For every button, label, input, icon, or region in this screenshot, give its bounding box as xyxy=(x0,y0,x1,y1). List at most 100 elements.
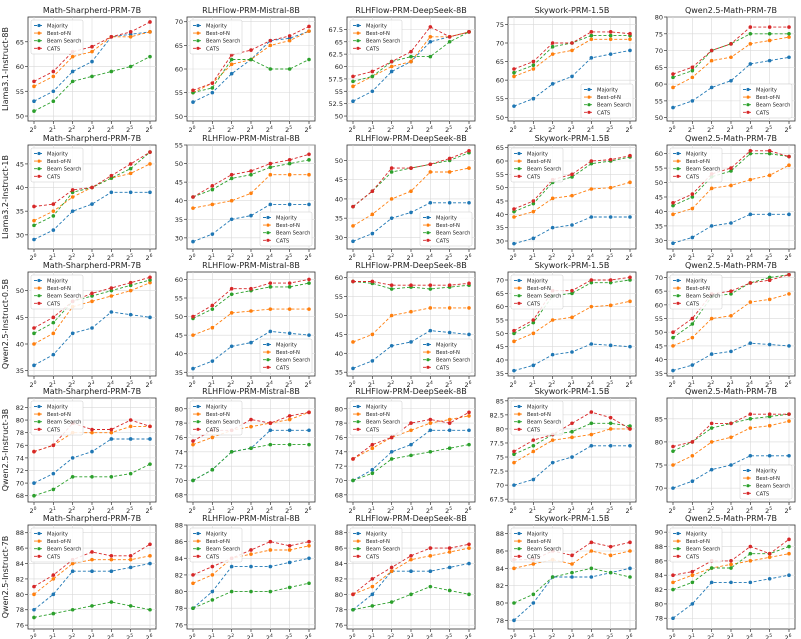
y-tick-label: 72 xyxy=(335,463,343,471)
data-point xyxy=(729,169,733,173)
legend-marker xyxy=(37,278,41,283)
data-point xyxy=(128,171,133,176)
legend-label: Majority xyxy=(527,279,548,285)
data-point xyxy=(229,172,234,177)
legend-label: CATS xyxy=(47,427,60,433)
data-point xyxy=(210,202,215,207)
data-point xyxy=(748,31,753,36)
y-tick-label: 76 xyxy=(335,434,343,442)
y-tick-label: 55 xyxy=(175,142,183,150)
data-point xyxy=(512,368,516,373)
data-point xyxy=(589,432,594,437)
data-point xyxy=(268,421,273,425)
legend-label: Majority xyxy=(686,532,707,538)
data-point xyxy=(32,449,36,454)
data-point xyxy=(767,342,772,347)
data-point xyxy=(389,197,394,201)
y-tick-label: 82 xyxy=(335,575,343,583)
x-tick-label: 24 xyxy=(107,125,114,134)
data-point xyxy=(51,611,56,616)
x-tick-label: 24 xyxy=(587,125,594,134)
data-point xyxy=(608,421,613,426)
y-tick-label: 75 xyxy=(655,462,663,470)
legend-marker xyxy=(676,159,680,163)
data-point xyxy=(531,318,536,322)
y-tick-label: 80 xyxy=(16,417,24,425)
legend-marker xyxy=(266,231,270,235)
data-point xyxy=(109,190,114,195)
legend-marker xyxy=(266,223,270,227)
data-point xyxy=(671,580,675,585)
legend-label: Best-of-N xyxy=(47,539,71,545)
legend-label: Best-of-N xyxy=(597,95,621,101)
data-point xyxy=(428,35,433,39)
legend-label: Best-of-N xyxy=(436,350,460,356)
data-point xyxy=(148,278,152,282)
data-point xyxy=(570,41,574,45)
y-tick-label: 67.5 xyxy=(490,496,504,504)
data-point xyxy=(389,569,394,574)
data-point xyxy=(628,278,632,282)
data-point xyxy=(351,239,355,244)
legend-marker xyxy=(676,167,680,171)
x-tick-label: 26 xyxy=(625,633,632,639)
y-tick-label: 70 xyxy=(655,274,663,282)
data-point xyxy=(729,435,733,440)
y-tick-label: 86 xyxy=(175,538,183,546)
data-point xyxy=(671,330,675,335)
y-tick-label: 82.5 xyxy=(490,411,504,419)
subplot-17: 68 70 72 74 76 78 80 20 21 22 23 24 25 26 RLHFlow-PRM-… xyxy=(335,387,476,515)
data-point xyxy=(570,48,574,53)
y-tick-label: 68 xyxy=(335,491,343,499)
data-point xyxy=(608,443,613,448)
data-point xyxy=(671,616,675,621)
x-tick-label: 26 xyxy=(784,380,791,389)
data-point xyxy=(608,303,613,308)
data-point xyxy=(370,69,375,74)
legend-marker xyxy=(356,427,360,431)
legend-label: Beam Search xyxy=(206,39,240,45)
data-point xyxy=(51,592,56,597)
data-point xyxy=(287,414,292,418)
data-point xyxy=(229,286,234,291)
data-point xyxy=(787,551,791,556)
data-point xyxy=(428,546,433,550)
legend-box xyxy=(189,400,243,436)
data-point xyxy=(512,483,516,487)
legend-marker xyxy=(37,301,41,305)
data-point xyxy=(531,438,536,442)
legend-box xyxy=(580,83,634,119)
data-point xyxy=(32,363,36,368)
data-point xyxy=(409,428,413,433)
subplot-9: 30 35 40 45 50 55 60 20 21 22 23 24 25 26 Qwen2.5-Math… xyxy=(655,134,796,262)
legend-label: Beam Search xyxy=(436,231,470,237)
x-tick-label: 25 xyxy=(765,253,772,262)
data-point xyxy=(570,570,574,575)
legend-label: Best-of-N xyxy=(276,223,300,229)
y-tick-label: 74 xyxy=(175,448,183,456)
data-point xyxy=(351,204,355,209)
data-point xyxy=(307,428,311,433)
data-point xyxy=(531,443,536,448)
x-tick-label: 20 xyxy=(348,380,355,389)
data-point xyxy=(90,59,94,64)
data-point xyxy=(671,212,675,217)
data-point xyxy=(589,549,594,553)
data-point xyxy=(268,329,273,334)
data-point xyxy=(409,340,413,344)
data-point xyxy=(370,89,375,94)
x-tick-label: 24 xyxy=(266,380,273,389)
data-point xyxy=(287,544,292,548)
data-point xyxy=(570,74,574,79)
y-tick-label: 40 xyxy=(335,350,343,358)
data-point xyxy=(767,412,772,416)
data-point xyxy=(570,175,574,179)
data-point xyxy=(690,335,695,340)
data-point xyxy=(428,328,433,333)
legend-label: CATS xyxy=(436,238,449,244)
legend-marker xyxy=(37,151,41,156)
x-tick-label: 25 xyxy=(606,633,613,639)
data-point xyxy=(531,562,536,566)
data-point xyxy=(90,326,94,330)
